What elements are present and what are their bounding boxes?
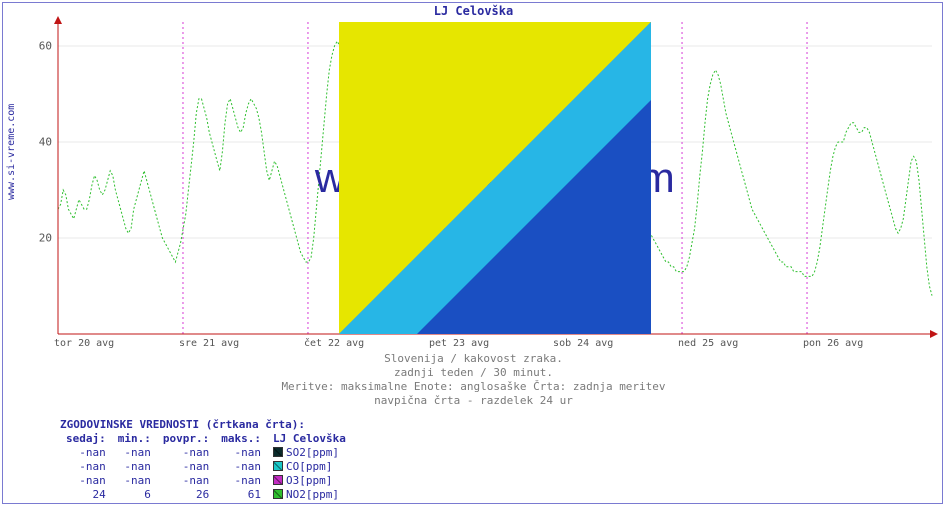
history-series-name: O3[ppm] xyxy=(267,474,352,488)
legend-swatch-icon xyxy=(273,475,283,485)
history-row: -nan-nan-nan-nanCO[ppm] xyxy=(60,460,352,474)
history-col: min.: xyxy=(112,432,157,446)
history-cell: 6 xyxy=(112,488,157,502)
history-cell: -nan xyxy=(215,446,267,460)
history-cell: 24 xyxy=(60,488,112,502)
subtitle-line: zadnji teden / 30 minut. xyxy=(0,366,947,380)
history-cell: 61 xyxy=(215,488,267,502)
y-axis-site-label: www.si-vreme.com xyxy=(6,104,17,200)
x-tick-label: sre 21 avg xyxy=(179,338,239,349)
history-cell: -nan xyxy=(215,474,267,488)
legend-swatch-icon xyxy=(273,489,283,499)
y-tick-label: 60 xyxy=(28,40,52,53)
history-row: -nan-nan-nan-nanO3[ppm] xyxy=(60,474,352,488)
history-cell: 26 xyxy=(157,488,215,502)
history-cell: -nan xyxy=(112,446,157,460)
history-col-station: LJ Celovška xyxy=(267,432,352,446)
plot-svg xyxy=(58,22,932,334)
plot-area: 204060 tor 20 avgsre 21 avgčet 22 avgpet… xyxy=(58,22,932,334)
history-cell: -nan xyxy=(112,474,157,488)
history-heading: ZGODOVINSKE VREDNOSTI (črtkana črta): xyxy=(60,418,352,432)
history-series-name: SO2[ppm] xyxy=(267,446,352,460)
history-cell: -nan xyxy=(157,460,215,474)
y-tick-label: 20 xyxy=(28,232,52,245)
history-block: ZGODOVINSKE VREDNOSTI (črtkana črta): se… xyxy=(60,418,352,502)
history-col: povpr.: xyxy=(157,432,215,446)
x-tick-label: pet 23 avg xyxy=(429,338,489,349)
y-tick-label: 40 xyxy=(28,136,52,149)
subtitle-line: navpična črta - razdelek 24 ur xyxy=(0,394,947,408)
history-cell: -nan xyxy=(112,460,157,474)
subtitle-block: Slovenija / kakovost zraka. zadnji teden… xyxy=(0,352,947,408)
history-cell: -nan xyxy=(157,474,215,488)
history-cell: -nan xyxy=(60,474,112,488)
subtitle-line: Meritve: maksimalne Enote: anglosaške Čr… xyxy=(0,380,947,394)
x-tick-label: čet 22 avg xyxy=(304,338,364,349)
history-col: maks.: xyxy=(215,432,267,446)
x-tick-label: sob 24 avg xyxy=(553,338,613,349)
chart-title: LJ Celovška xyxy=(0,4,947,18)
x-tick-label: ned 25 avg xyxy=(678,338,738,349)
history-series-name: CO[ppm] xyxy=(267,460,352,474)
legend-swatch-icon xyxy=(273,447,283,457)
history-cell: -nan xyxy=(215,460,267,474)
history-cell: -nan xyxy=(157,446,215,460)
history-cell: -nan xyxy=(60,460,112,474)
legend-swatch-icon xyxy=(273,461,283,471)
history-row: 2462661NO2[ppm] xyxy=(60,488,352,502)
subtitle-line: Slovenija / kakovost zraka. xyxy=(0,352,947,366)
history-series-name: NO2[ppm] xyxy=(267,488,352,502)
history-row: -nan-nan-nan-nanSO2[ppm] xyxy=(60,446,352,460)
history-table: sedaj: min.: povpr.: maks.: LJ Celovška … xyxy=(60,432,352,502)
x-tick-label: tor 20 avg xyxy=(54,338,114,349)
history-col: sedaj: xyxy=(60,432,112,446)
history-cell: -nan xyxy=(60,446,112,460)
x-tick-label: pon 26 avg xyxy=(803,338,863,349)
